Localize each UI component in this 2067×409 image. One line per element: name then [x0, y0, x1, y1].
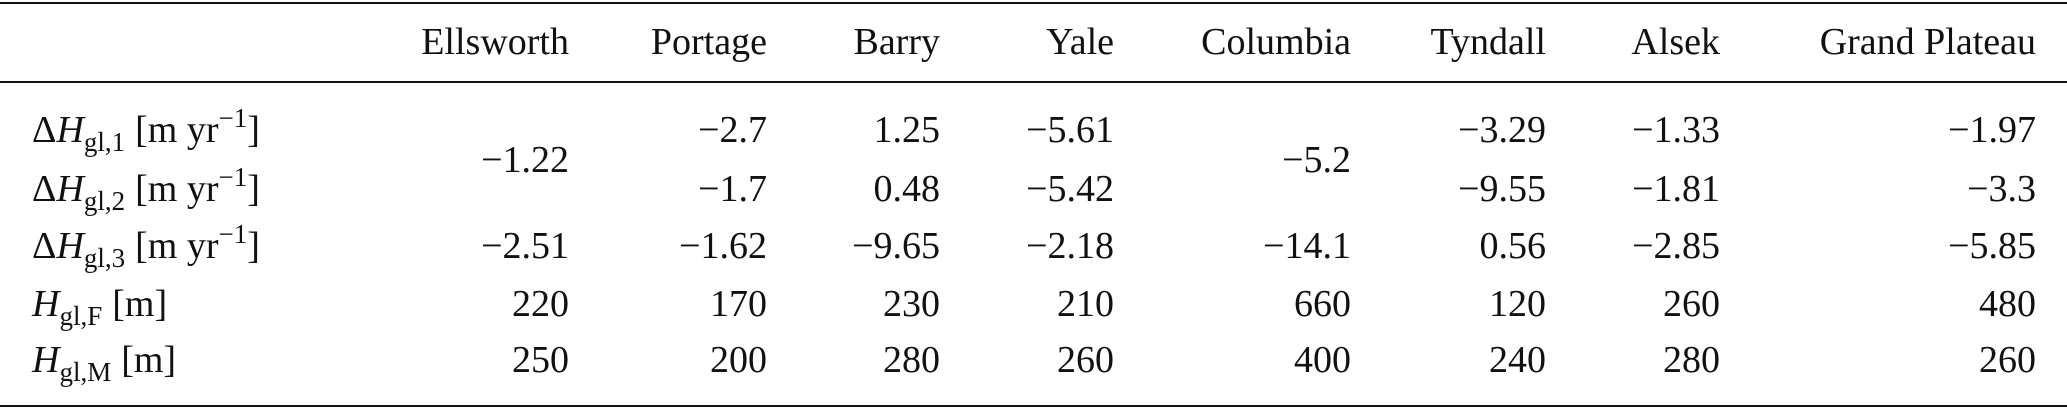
cell-value: −1.81	[1632, 168, 1720, 210]
cell-value: 260	[1663, 283, 1720, 325]
label-superscript: −1	[218, 219, 248, 249]
cell-value: 230	[883, 283, 940, 325]
top-rule	[0, 2, 2067, 4]
cell-value: 170	[710, 283, 767, 325]
label-unit: [m yr	[135, 109, 219, 151]
row-label: ΔHgl,1 [m yr−1]	[32, 105, 260, 156]
label-symbol: H	[56, 109, 84, 151]
cell-value: 200	[710, 339, 767, 381]
cell-value: 260	[1057, 339, 1114, 381]
cell-value: −1.62	[679, 225, 767, 267]
label-superscript: −1	[218, 162, 248, 192]
cell-value: 240	[1489, 339, 1546, 381]
cell-value: 250	[512, 339, 569, 381]
cell-value: −5.85	[1948, 225, 2036, 267]
row-label: Hgl,M [m]	[32, 339, 177, 386]
label-symbol: H	[56, 168, 84, 210]
cell-value: 0.56	[1479, 225, 1547, 267]
label-unit: [m yr	[135, 168, 219, 210]
cell-value: −9.65	[852, 225, 940, 267]
column-header: Yale	[1046, 21, 1114, 63]
label-delta: Δ	[32, 168, 57, 210]
cell-value: −2.18	[1026, 225, 1114, 267]
label-unit-close: ]	[247, 109, 260, 151]
cell-value: −2.85	[1632, 225, 1720, 267]
cell-value: 120	[1489, 283, 1546, 325]
column-header: Ellsworth	[421, 21, 569, 63]
label-subscript: gl,2	[83, 186, 126, 216]
label-unit: [m]	[121, 339, 177, 381]
cell-value: −2.7	[698, 109, 767, 151]
cell-value: 400	[1294, 339, 1351, 381]
bottom-rule	[0, 405, 2067, 407]
header-rule	[0, 81, 2067, 83]
column-header: Portage	[650, 21, 767, 63]
label-unit: [m yr	[135, 225, 219, 267]
column-header: Tyndall	[1430, 21, 1546, 63]
label-subscript: gl,F	[59, 301, 103, 331]
cell-value: −9.55	[1458, 168, 1546, 210]
cell-value: 660	[1294, 283, 1351, 325]
label-unit-close: ]	[247, 225, 260, 267]
column-header: Barry	[853, 21, 940, 63]
cell-value: 260	[1979, 339, 2036, 381]
label-subscript: gl,M	[59, 357, 112, 387]
cell-value: −3.29	[1458, 109, 1546, 151]
cell-value: −1.22	[481, 138, 569, 181]
cell-value: −2.51	[481, 225, 569, 267]
label-delta: Δ	[32, 109, 57, 151]
cell-value: 210	[1057, 283, 1114, 325]
cell-value: −5.61	[1026, 109, 1114, 151]
column-header: Columbia	[1201, 21, 1351, 63]
cell-value: 1.25	[873, 109, 941, 151]
cell-value: 220	[512, 283, 569, 325]
cell-value: 480	[1979, 283, 2036, 325]
label-subscript: gl,3	[83, 243, 126, 273]
row-label: ΔHgl,3 [m yr−1]	[32, 221, 260, 272]
column-header: Alsek	[1631, 21, 1720, 63]
label-superscript: −1	[218, 103, 248, 133]
label-symbol: H	[32, 339, 60, 381]
row-label: Hgl,F [m]	[32, 283, 168, 330]
label-unit: [m]	[112, 283, 168, 325]
cell-value: −1.33	[1632, 109, 1720, 151]
label-symbol: H	[32, 283, 60, 325]
cell-value: −14.1	[1263, 225, 1351, 267]
cell-value: −5.2	[1282, 138, 1351, 181]
cell-value: 0.48	[873, 168, 941, 210]
label-subscript: gl,1	[83, 127, 126, 157]
cell-value: −1.97	[1948, 109, 2036, 151]
cell-value: −3.3	[1967, 168, 2036, 210]
label-symbol: H	[56, 225, 84, 267]
cell-value: −5.42	[1026, 168, 1114, 210]
cell-value: 280	[1663, 339, 1720, 381]
label-unit-close: ]	[247, 168, 260, 210]
cell-value: −1.7	[698, 168, 767, 210]
cell-value: 280	[883, 339, 940, 381]
label-delta: Δ	[32, 225, 57, 267]
row-label: ΔHgl,2 [m yr−1]	[32, 164, 260, 215]
column-header: Grand Plateau	[1819, 21, 2036, 63]
